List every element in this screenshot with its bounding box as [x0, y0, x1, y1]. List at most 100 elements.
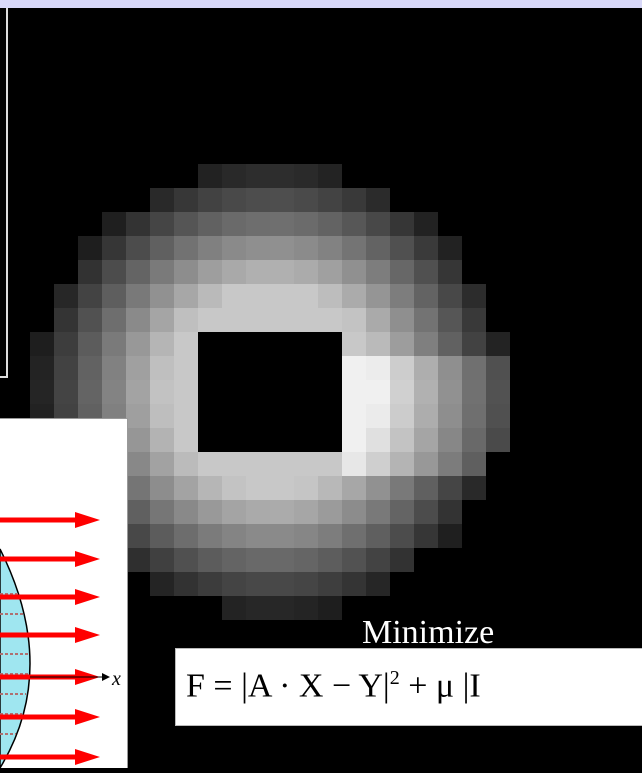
ring-pixel [222, 284, 246, 308]
ring-pixel [390, 308, 414, 332]
ring-pixel [438, 308, 462, 332]
ring-pixel [198, 284, 222, 308]
ring-pixel [390, 452, 414, 476]
ring-pixel [270, 596, 294, 620]
ring-pixel [294, 236, 318, 260]
ring-pixel [390, 356, 414, 380]
ring-pixel [30, 332, 54, 356]
lens-diagram: x [0, 418, 128, 768]
ring-pixel [102, 212, 126, 236]
ring-pixel [126, 548, 150, 572]
ring-pixel [438, 428, 462, 452]
ring-pixel [246, 548, 270, 572]
ring-pixel [54, 284, 78, 308]
ring-pixel [366, 428, 390, 452]
ring-pixel [126, 404, 150, 428]
ring-pixel [222, 524, 246, 548]
ring-pixel [390, 236, 414, 260]
ring-pixel [294, 452, 318, 476]
ring-pixel [174, 284, 198, 308]
ring-pixel [414, 500, 438, 524]
ring-pixel [390, 404, 414, 428]
ring-pixel [318, 500, 342, 524]
ring-pixel [246, 596, 270, 620]
ring-pixel [294, 548, 318, 572]
ring-pixel [102, 380, 126, 404]
ring-pixel [318, 260, 342, 284]
ring-pixel [294, 260, 318, 284]
ring-pixel [174, 548, 198, 572]
ring-pixel [342, 452, 366, 476]
ring-pixel [318, 236, 342, 260]
ring-pixel [294, 524, 318, 548]
ring-pixel [54, 332, 78, 356]
ring-pixel [438, 284, 462, 308]
ring-pixel [246, 164, 270, 188]
ring-pixel [150, 572, 174, 596]
ring-pixel [150, 428, 174, 452]
ring-pixel [438, 380, 462, 404]
ring-pixel [366, 476, 390, 500]
ring-pixel [414, 380, 438, 404]
ring-pixel [438, 476, 462, 500]
ring-pixel [126, 500, 150, 524]
ring-pixel [78, 236, 102, 260]
ring-pixel [462, 284, 486, 308]
ring-pixel [462, 476, 486, 500]
ring-pixel [486, 380, 510, 404]
lens-drawing: x [0, 419, 127, 768]
ring-pixel [102, 308, 126, 332]
ring-pixel [270, 284, 294, 308]
ring-pixel [438, 452, 462, 476]
ring-pixel [294, 188, 318, 212]
ring-pixel [366, 260, 390, 284]
ring-pixel [198, 548, 222, 572]
ring-pixel [318, 308, 342, 332]
ring-pixel [414, 284, 438, 308]
ring-pixel [366, 524, 390, 548]
ring-pixel [30, 380, 54, 404]
ring-pixel [462, 356, 486, 380]
x-axis-arrow [102, 673, 110, 681]
ring-pixel [126, 260, 150, 284]
ring-pixel [462, 452, 486, 476]
ring-pixel [198, 188, 222, 212]
ring-pixel [222, 212, 246, 236]
ring-pixel [246, 284, 270, 308]
ring-pixel [174, 356, 198, 380]
ring-pixel [174, 428, 198, 452]
ring-pixel [318, 188, 342, 212]
ring-pixel [342, 308, 366, 332]
ring-pixel [150, 332, 174, 356]
ring-pixel [462, 404, 486, 428]
ring-pixel [342, 284, 366, 308]
ring-pixel [126, 284, 150, 308]
ring-pixel [150, 188, 174, 212]
ring-pixel [486, 428, 510, 452]
ring-pixel [150, 212, 174, 236]
ring-pixel [246, 260, 270, 284]
ring-pixel [342, 236, 366, 260]
ring-pixel [318, 452, 342, 476]
ring-pixel [102, 236, 126, 260]
ring-pixel [150, 500, 174, 524]
ring-pixel [318, 476, 342, 500]
ring-pixel [366, 380, 390, 404]
ring-pixel [150, 476, 174, 500]
ring-pixel [270, 452, 294, 476]
ring-pixel [78, 332, 102, 356]
ring-pixel [414, 236, 438, 260]
ring-pixel [78, 356, 102, 380]
ring-pixel [414, 476, 438, 500]
ring-pixel [150, 260, 174, 284]
formula-tail: + μ |I [400, 667, 481, 704]
ring-pixel [342, 572, 366, 596]
formula-box: F = |A · X − Y|2 + μ |I [175, 648, 642, 726]
ring-pixel [342, 188, 366, 212]
ring-pixel [174, 476, 198, 500]
ring-pixel [78, 260, 102, 284]
ring-pixel [102, 356, 126, 380]
ring-pixel [126, 356, 150, 380]
ring-pixel [222, 500, 246, 524]
ring-pixel [174, 524, 198, 548]
